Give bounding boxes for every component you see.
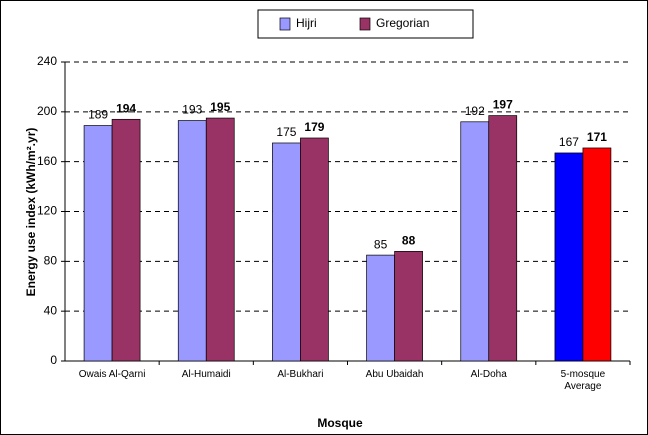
bar xyxy=(83,125,113,362)
value-label: 171 xyxy=(587,130,607,144)
bar xyxy=(111,118,141,362)
value-label: 175 xyxy=(276,125,296,139)
bar xyxy=(177,120,207,362)
value-label: 194 xyxy=(116,101,136,115)
value-label: 88 xyxy=(402,234,416,248)
value-label: 85 xyxy=(374,237,388,251)
bar xyxy=(488,115,518,362)
bar xyxy=(300,137,329,362)
legend-label: Gregorian xyxy=(376,16,429,30)
x-tick-label: 5-mosque Average xyxy=(560,369,606,392)
bar xyxy=(460,121,490,362)
value-label: 189 xyxy=(88,108,108,122)
bar xyxy=(394,251,423,362)
legend-swatch xyxy=(279,17,291,31)
x-tick-label: Al-Humaidi xyxy=(181,369,231,380)
value-label: 179 xyxy=(304,120,324,134)
bar xyxy=(272,142,301,362)
y-tick-label: 0 xyxy=(50,353,57,367)
y-tick-label: 40 xyxy=(44,303,58,317)
y-tick-label: 120 xyxy=(37,204,57,218)
x-axis-title: Mosque xyxy=(317,416,363,430)
y-axis-title: Energy use index (kWh/m².yr) xyxy=(24,128,38,297)
legend-label: Hijri xyxy=(296,16,317,30)
x-tick-label: Abu Ubaidah xyxy=(365,369,424,380)
bar xyxy=(554,152,584,362)
legend-swatch xyxy=(359,17,371,31)
value-label: 192 xyxy=(465,104,485,118)
y-tick-label: 80 xyxy=(44,254,58,268)
x-tick-label: Al-Doha xyxy=(470,369,507,380)
bar xyxy=(366,254,395,362)
value-label: 193 xyxy=(182,103,202,117)
y-tick-label: 240 xyxy=(37,54,57,68)
value-label: 197 xyxy=(493,98,513,112)
x-tick-label: Al-Bukhari xyxy=(277,369,324,380)
y-tick-label: 160 xyxy=(37,154,57,168)
y-tick-label: 200 xyxy=(37,104,57,118)
bar xyxy=(205,117,235,362)
x-tick-label: Owais Al-Qarni xyxy=(78,369,146,380)
bar xyxy=(582,147,612,362)
value-label: 167 xyxy=(559,135,579,149)
value-label: 195 xyxy=(210,100,230,114)
